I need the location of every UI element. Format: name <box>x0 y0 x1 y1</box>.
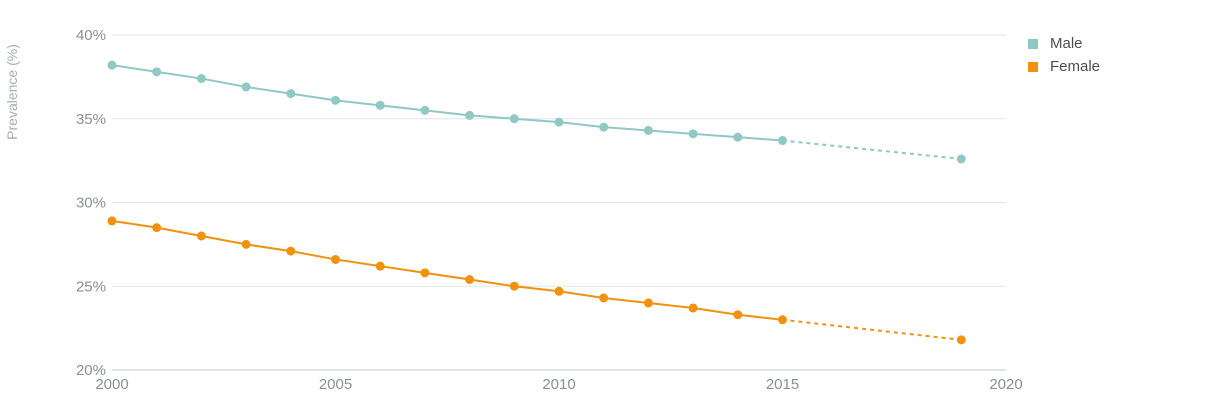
male-point <box>152 67 162 77</box>
female-point <box>196 231 206 241</box>
legend: Male Female <box>1028 32 1100 78</box>
x-tick-label: 2015 <box>766 376 799 393</box>
legend-label-female: Female <box>1050 58 1101 75</box>
legend-label-male: Male <box>1050 35 1083 52</box>
female-point <box>241 239 251 249</box>
male-point <box>554 117 564 127</box>
x-tick-label: 2000 <box>95 376 128 393</box>
female-point <box>375 261 385 271</box>
male-point <box>107 60 117 70</box>
female-point <box>420 268 430 278</box>
series-layer <box>107 60 966 345</box>
male-point <box>331 95 340 105</box>
female-point <box>554 286 564 296</box>
male-series-line <box>111 64 783 142</box>
y-tick-label: 20% <box>76 362 106 379</box>
male-point <box>465 110 475 120</box>
x-tick-label: 2020 <box>989 376 1022 393</box>
y-tick-label: 35% <box>76 111 106 128</box>
male-point <box>420 105 430 115</box>
male-point <box>375 100 385 110</box>
female-point <box>152 223 162 233</box>
male-point <box>509 114 519 124</box>
legend-item-male[interactable]: Male <box>1028 32 1100 55</box>
legend-swatch-female <box>1028 61 1038 72</box>
male-point <box>956 154 966 164</box>
female-point <box>688 303 698 313</box>
female-point <box>733 310 743 320</box>
x-axis-ticks: 2000 2005 2010 2015 2020 <box>95 376 1022 393</box>
female-point <box>509 281 519 291</box>
female-point <box>331 254 340 264</box>
legend-swatch-male <box>1028 38 1038 49</box>
male-point <box>599 122 609 132</box>
female-projection-line <box>782 318 962 341</box>
female-point <box>643 298 653 308</box>
legend-item-female[interactable]: Female <box>1028 55 1100 78</box>
female-point <box>956 335 966 345</box>
female-series-line <box>111 219 783 321</box>
male-point <box>241 82 251 92</box>
male-point <box>196 74 206 84</box>
y-tick-label: 25% <box>76 278 106 295</box>
y-axis-title: Prevalence (%) <box>4 44 20 140</box>
male-projection-line <box>782 139 962 160</box>
male-point <box>286 89 296 99</box>
female-point <box>286 246 296 256</box>
female-point <box>599 293 609 303</box>
female-point <box>107 216 117 226</box>
male-point <box>733 132 743 142</box>
male-point <box>688 129 698 139</box>
y-tick-label: 30% <box>76 195 106 212</box>
x-tick-label: 2010 <box>542 376 575 393</box>
y-tick-label: 40% <box>76 27 106 44</box>
male-point <box>778 136 787 146</box>
female-point <box>778 315 787 325</box>
x-tick-label: 2005 <box>319 376 352 393</box>
y-axis-ticks: 20% 25% 30% 35% 40% <box>76 27 106 379</box>
female-point <box>465 275 475 285</box>
male-point <box>643 125 653 135</box>
gridlines <box>112 34 1006 371</box>
